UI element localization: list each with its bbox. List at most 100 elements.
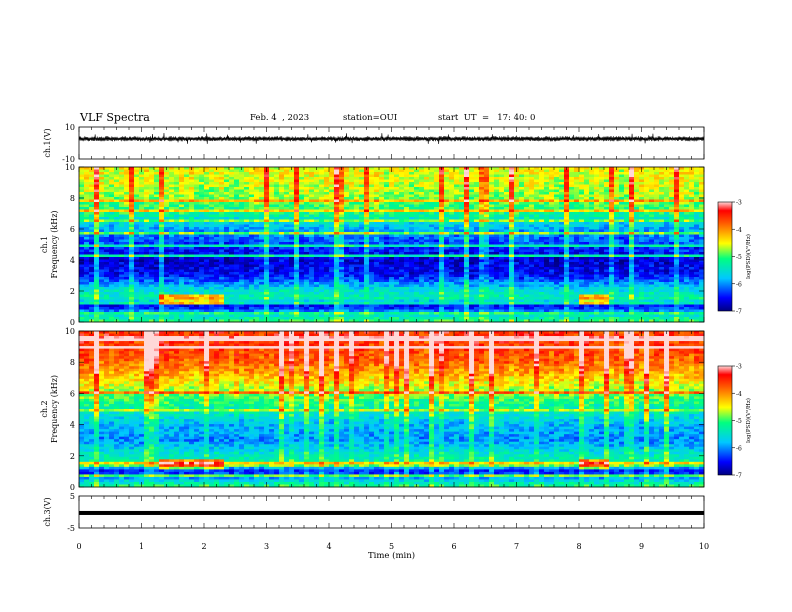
spectrogram-cell xyxy=(699,204,705,208)
spectrogram-cell xyxy=(604,214,610,218)
spectrogram-cell xyxy=(614,212,620,215)
spectrogram-cell xyxy=(529,247,535,250)
spectrogram-cell xyxy=(604,177,610,180)
spectrogram-cell xyxy=(99,217,105,220)
spectrogram-cell xyxy=(699,209,705,213)
spectrogram-cell xyxy=(634,212,640,215)
spectrogram-cell xyxy=(504,177,510,180)
spectrogram-cell xyxy=(234,169,240,173)
spectrogram-cell xyxy=(594,229,600,233)
spectrogram-cell xyxy=(359,234,365,238)
spectrogram-cell xyxy=(469,169,475,173)
spectrogram-cell xyxy=(664,177,670,180)
spectrogram-cell xyxy=(429,192,435,195)
spectrogram-cell xyxy=(109,217,115,220)
spectrogram-cell xyxy=(289,254,295,258)
spectrogram-cell xyxy=(149,192,155,195)
spectrogram-cell xyxy=(314,227,320,230)
spectrogram-cell xyxy=(679,169,685,173)
spectrogram-cell xyxy=(659,209,665,213)
spectrogram-cell xyxy=(589,169,595,173)
spectrogram-cell xyxy=(554,249,560,253)
spectrogram-cell xyxy=(214,174,220,178)
spectrogram-cell xyxy=(319,182,325,185)
spectrogram-cell xyxy=(449,227,455,230)
spectrogram-cell xyxy=(539,179,545,183)
spectrogram-cell xyxy=(379,174,385,178)
spectrogram-cell xyxy=(109,179,115,183)
spectrogram-cell xyxy=(369,237,375,240)
spectrogram-cell xyxy=(554,187,560,190)
spectrogram-cell xyxy=(694,189,700,193)
spectrogram-cell xyxy=(254,177,260,180)
spectrogram-cell xyxy=(149,264,155,268)
spectrogram-cell xyxy=(129,237,135,240)
spectrogram-cell xyxy=(569,207,575,210)
spectrogram-cell xyxy=(239,249,245,253)
spectrogram-cell xyxy=(294,182,300,185)
spectrogram-cell xyxy=(424,229,430,233)
spectrogram-cell xyxy=(674,189,680,193)
spectrogram-cell xyxy=(344,262,350,265)
spectrogram-cell xyxy=(439,229,445,233)
spectrogram-cell xyxy=(564,214,570,218)
spectrogram-cell xyxy=(304,259,310,263)
spectrogram-cell xyxy=(444,249,450,253)
spectrogram-cell xyxy=(289,224,295,228)
spectrogram-cell xyxy=(644,232,650,235)
spectrogram-cell xyxy=(164,259,170,263)
spectrogram-cell xyxy=(129,244,135,248)
spectrogram-cell xyxy=(189,217,195,220)
spectrogram-cell xyxy=(659,254,665,258)
spectrogram-cell xyxy=(244,232,250,235)
spectrogram-cell xyxy=(214,219,220,223)
spectrogram-cell xyxy=(514,197,520,200)
spectrogram-cell xyxy=(314,217,320,220)
spectrogram-cell xyxy=(579,244,585,248)
spectrogram-cell xyxy=(564,207,570,210)
spectrogram-cell xyxy=(139,182,145,185)
spectrogram-cell xyxy=(489,212,495,215)
spectrogram-cell xyxy=(139,259,145,263)
spectrogram-cell xyxy=(569,247,575,250)
spectrogram-cell xyxy=(199,169,205,173)
spectrogram-cell xyxy=(314,262,320,265)
spectrogram-cell xyxy=(529,227,535,230)
spectrogram-cell xyxy=(564,217,570,220)
spectrogram-cell xyxy=(534,234,540,238)
spectrogram-cell xyxy=(679,167,685,170)
spectrogram-cell xyxy=(654,259,660,263)
spectrogram-cell xyxy=(169,229,175,233)
spectrogram-cell xyxy=(249,262,255,265)
spectrogram-cell xyxy=(269,189,275,193)
spectrogram-cell xyxy=(629,184,635,188)
spectrogram-cell xyxy=(99,249,105,253)
spectrogram-cell xyxy=(254,237,260,240)
spectrogram-cell xyxy=(209,242,215,245)
spectrogram-cell xyxy=(339,234,345,238)
spectrogram-cell xyxy=(604,184,610,188)
spectrogram-cell xyxy=(334,257,340,260)
spectrogram-cell xyxy=(214,257,220,260)
spectrogram-cell xyxy=(299,212,305,215)
spectrogram-cell xyxy=(79,247,85,250)
spectrogram-cell xyxy=(234,232,240,235)
spectrogram-cell xyxy=(299,207,305,210)
spectrogram-cell xyxy=(599,234,605,238)
spectrogram-cell xyxy=(679,199,685,203)
spectrogram-cell xyxy=(604,244,610,248)
spectrogram-cell xyxy=(534,209,540,213)
spectrogram-cell xyxy=(94,252,100,255)
spectrogram-cell xyxy=(234,202,240,205)
spectrogram-cell xyxy=(159,214,165,218)
spectrogram-cell xyxy=(504,247,510,250)
spectrogram-cell xyxy=(344,247,350,250)
spectrogram-cell xyxy=(214,207,220,210)
spectrogram-cell xyxy=(459,209,465,213)
spectrogram-cell xyxy=(234,174,240,178)
spectrogram-cell xyxy=(599,169,605,173)
spectrogram-cell xyxy=(579,264,585,268)
spectrogram-cell xyxy=(559,197,565,200)
spectrogram-cell xyxy=(689,174,695,178)
spectrogram-cell xyxy=(659,227,665,230)
